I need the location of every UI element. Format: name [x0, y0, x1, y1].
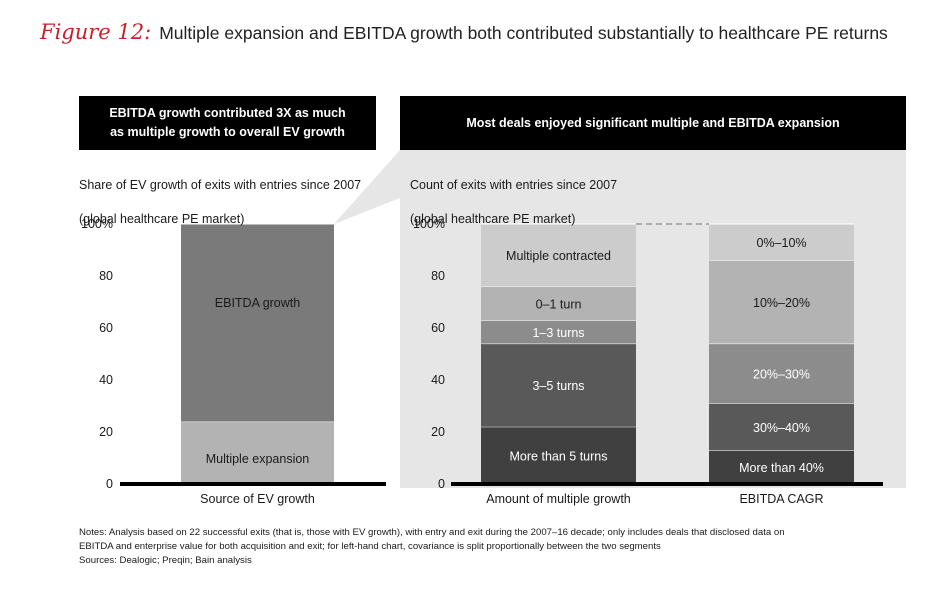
left-subtitle-line2: (global healthcare PE market) — [79, 212, 245, 226]
right-panel-subtitle: Count of exits with entries since 2007 (… — [410, 160, 617, 245]
right-y-tick: 100% — [413, 217, 445, 231]
right-bar-label: 0%–10% — [756, 236, 806, 250]
right-bar-0-segment-multiple-contracted — [481, 224, 636, 287]
right-subtitle-line2: (global healthcare PE market) — [410, 212, 576, 226]
left-bar-label: Multiple expansion — [206, 452, 310, 466]
right-bar-0-segment-more-than-5-turns — [481, 426, 636, 484]
right-y-tick: 0 — [438, 477, 445, 491]
right-bar-label: 3–5 turns — [532, 379, 584, 393]
right-bar-label: Multiple contracted — [506, 249, 611, 263]
right-bar-0-segment-3-5-turns — [481, 343, 636, 427]
right-x-category: Amount of multiple growth — [486, 492, 631, 506]
left-subtitle-line1: Share of EV growth of exits with entries… — [79, 178, 362, 192]
right-bar-label: More than 5 turns — [510, 449, 608, 463]
right-bar-1-segment-10-20- — [709, 260, 854, 344]
right-y-tick: 40 — [431, 373, 445, 387]
right-y-tick: 20 — [431, 425, 445, 439]
left-header-line1: EBITDA growth contributed 3X as much — [109, 106, 346, 120]
right-bar-0-segment-0-1-turn — [481, 286, 636, 321]
left-y-tick: 40 — [99, 373, 113, 387]
left-y-tick: 60 — [99, 321, 113, 335]
left-y-tick: 80 — [99, 269, 113, 283]
left-y-tick: 100% — [81, 217, 113, 231]
right-panel-header: Most deals enjoyed significant multiple … — [400, 96, 906, 150]
left-y-tick: 0 — [106, 477, 113, 491]
left-panel-header: EBITDA growth contributed 3X as much as … — [79, 96, 376, 150]
sources-line: Sources: Dealogic; Preqin; Bain analysis — [79, 555, 252, 566]
right-bar-1-segment-0-10- — [709, 224, 854, 261]
left-x-axis — [120, 482, 386, 486]
right-bar-1-segment-more-than-40- — [709, 450, 854, 484]
notes-line1: Notes: Analysis based on 22 successful e… — [79, 527, 785, 538]
left-x-category: Source of EV growth — [200, 492, 315, 506]
right-y-tick: 60 — [431, 321, 445, 335]
left-bar-segment-multiple-expansion — [181, 421, 334, 484]
right-bar-1-segment-20-30- — [709, 343, 854, 404]
notes-line2: EBITDA and enterprise value for both acq… — [79, 541, 661, 552]
right-bar-label: More than 40% — [739, 461, 824, 475]
notes: Notes: Analysis based on 22 successful e… — [79, 526, 939, 568]
left-bar-segment-ebitda-growth — [181, 224, 334, 422]
right-bar-label: 1–3 turns — [532, 326, 584, 340]
right-bar-0-segment-1-3-turns — [481, 320, 636, 344]
right-x-category: EBITDA CAGR — [739, 492, 823, 506]
left-y-tick: 20 — [99, 425, 113, 439]
right-subtitle-line1: Count of exits with entries since 2007 — [410, 178, 618, 192]
left-panel-subtitle: Share of EV growth of exits with entries… — [79, 160, 361, 245]
right-bar-1-segment-30-40- — [709, 403, 854, 451]
right-bar-label: 0–1 turn — [536, 297, 582, 311]
right-y-tick: 80 — [431, 269, 445, 283]
figure-label: Figure 12: — [40, 20, 152, 44]
right-bar-label: 10%–20% — [753, 296, 810, 310]
figure-title: Figure 12: Multiple expansion and EBITDA … — [40, 20, 888, 44]
right-x-axis — [451, 482, 883, 486]
right-bar-label: 20%–30% — [753, 368, 810, 382]
left-bar-label: EBITDA growth — [215, 296, 300, 310]
right-bar-label: 30%–40% — [753, 421, 810, 435]
figure-title-text: Multiple expansion and EBITDA growth bot… — [159, 23, 888, 43]
left-header-line2: as multiple growth to overall EV growth — [110, 125, 345, 139]
